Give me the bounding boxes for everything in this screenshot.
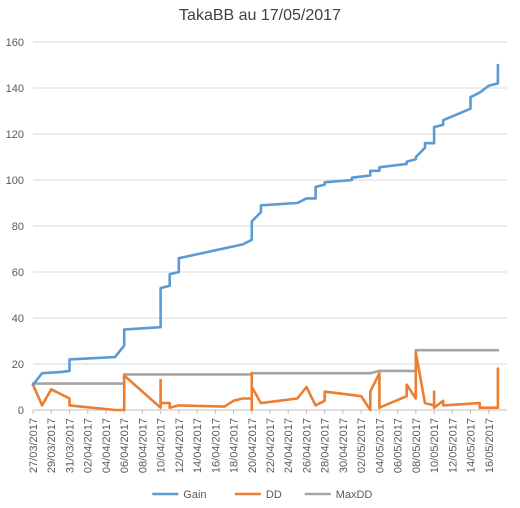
x-tick-label: 29/03/2017	[46, 418, 58, 473]
x-tick-label: 14/05/2017	[466, 418, 478, 473]
x-tick-label: 02/04/2017	[83, 418, 95, 473]
legend: Gain DD MaxDD	[152, 489, 372, 501]
x-tick-label: 12/05/2017	[447, 418, 459, 473]
x-tick-label: 18/04/2017	[229, 418, 241, 473]
x-tick-label: 10/05/2017	[429, 418, 441, 473]
x-tick-label: 04/05/2017	[374, 418, 386, 473]
x-tick-label: 31/03/2017	[64, 418, 76, 473]
legend-item-dd: DD	[234, 489, 282, 501]
legend-label: DD	[266, 489, 282, 501]
gridlines	[33, 41, 507, 411]
x-tick-label: 08/05/2017	[411, 418, 423, 473]
chart-title: TakaBB au 17/05/2017	[179, 7, 341, 24]
legend-item-gain: Gain	[152, 489, 207, 501]
x-tick-label: 06/05/2017	[393, 418, 405, 473]
x-tick-label: 16/05/2017	[484, 418, 496, 473]
series-line-maxdd	[31, 348, 500, 385]
legend-item-maxdd: MaxDD	[304, 489, 373, 501]
y-tick-label: 0	[18, 405, 24, 417]
series-line-dd	[31, 351, 500, 412]
x-tick-label: 04/04/2017	[101, 418, 113, 473]
y-axis-ticks: 0 20 40 60 80 100 120 140 160	[6, 37, 24, 417]
x-axis-ticks: 27/03/2017 29/03/2017 31/03/2017 02/04/2017…	[28, 410, 496, 473]
x-tick-label: 02/05/2017	[356, 418, 368, 473]
x-tick-label: 27/03/2017	[28, 418, 40, 473]
x-tick-label: 22/04/2017	[265, 418, 277, 473]
x-tick-label: 24/04/2017	[283, 418, 295, 473]
x-tick-label: 06/04/2017	[119, 418, 131, 473]
x-tick-label: 12/04/2017	[174, 418, 186, 473]
x-tick-label: 28/04/2017	[320, 418, 332, 473]
y-tick-label: 120	[6, 129, 24, 141]
x-tick-label: 30/04/2017	[338, 418, 350, 473]
series-lines	[31, 63, 500, 412]
x-tick-label: 20/04/2017	[247, 418, 259, 473]
y-tick-label: 80	[12, 221, 24, 233]
series-line-gain	[31, 63, 500, 387]
x-tick-label: 16/04/2017	[210, 418, 222, 473]
x-tick-label: 14/04/2017	[192, 418, 204, 473]
legend-label: Gain	[183, 489, 206, 501]
y-tick-label: 40	[12, 313, 24, 325]
legend-label: MaxDD	[336, 489, 373, 501]
x-tick-label: 08/04/2017	[137, 418, 149, 473]
x-tick-label: 26/04/2017	[301, 418, 313, 473]
y-tick-label: 160	[6, 37, 24, 49]
y-tick-label: 100	[6, 175, 24, 187]
y-tick-label: 140	[6, 83, 24, 95]
y-tick-label: 60	[12, 267, 24, 279]
y-tick-label: 20	[12, 359, 24, 371]
x-tick-label: 10/04/2017	[156, 418, 168, 473]
